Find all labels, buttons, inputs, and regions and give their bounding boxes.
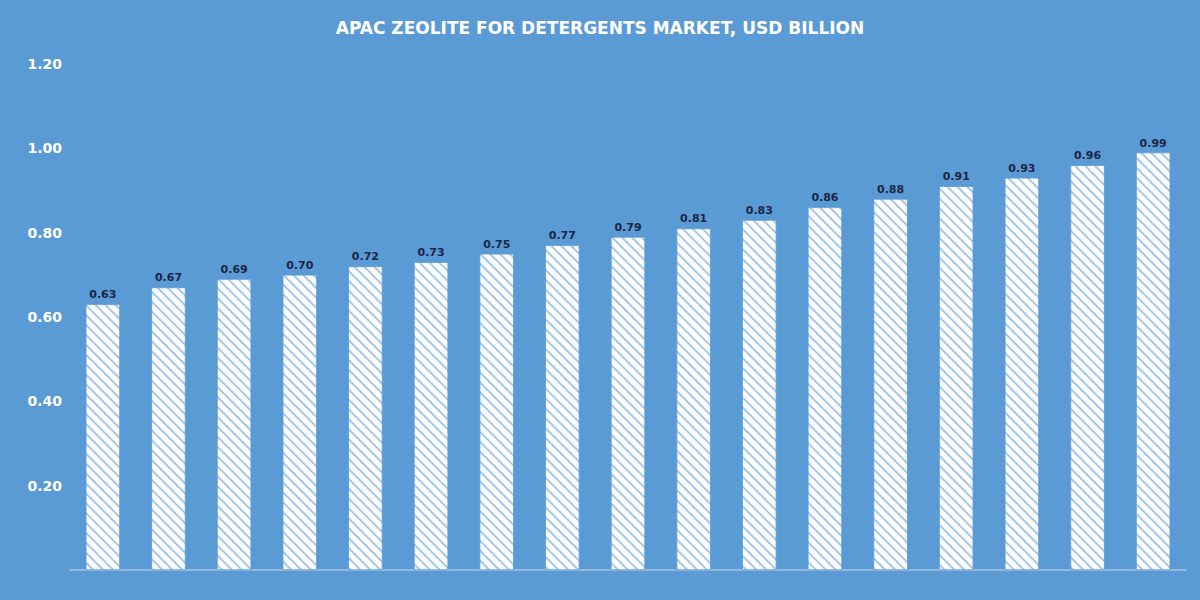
svg-text:0.40: 0.40 <box>27 393 62 409</box>
svg-text:0.72: 0.72 <box>352 250 379 263</box>
svg-text:1.20: 1.20 <box>27 56 62 72</box>
svg-text:0.88: 0.88 <box>877 183 904 196</box>
svg-text:APAC ZEOLITE FOR DETERGENTS MA: APAC ZEOLITE FOR DETERGENTS MARKET, USD … <box>336 18 864 38</box>
svg-text:0.99: 0.99 <box>1140 137 1167 150</box>
svg-text:0.86: 0.86 <box>811 191 838 204</box>
svg-text:0.83: 0.83 <box>746 204 773 217</box>
svg-text:0.67: 0.67 <box>155 271 182 284</box>
svg-text:0.93: 0.93 <box>1008 162 1035 175</box>
svg-text:0.80: 0.80 <box>27 225 62 241</box>
svg-text:0.63: 0.63 <box>89 288 116 301</box>
svg-text:0.70: 0.70 <box>286 259 313 272</box>
svg-text:0.96: 0.96 <box>1074 149 1101 162</box>
svg-text:0.91: 0.91 <box>943 170 970 183</box>
svg-text:0.75: 0.75 <box>483 238 510 251</box>
svg-text:0.60: 0.60 <box>27 309 62 325</box>
svg-text:0.69: 0.69 <box>221 263 248 276</box>
svg-text:0.81: 0.81 <box>680 212 707 225</box>
svg-text:0.73: 0.73 <box>417 246 444 259</box>
svg-text:0.20: 0.20 <box>27 478 62 494</box>
svg-text:0.77: 0.77 <box>549 229 576 242</box>
svg-text:1.00: 1.00 <box>27 140 62 156</box>
svg-text:0.79: 0.79 <box>614 221 641 234</box>
